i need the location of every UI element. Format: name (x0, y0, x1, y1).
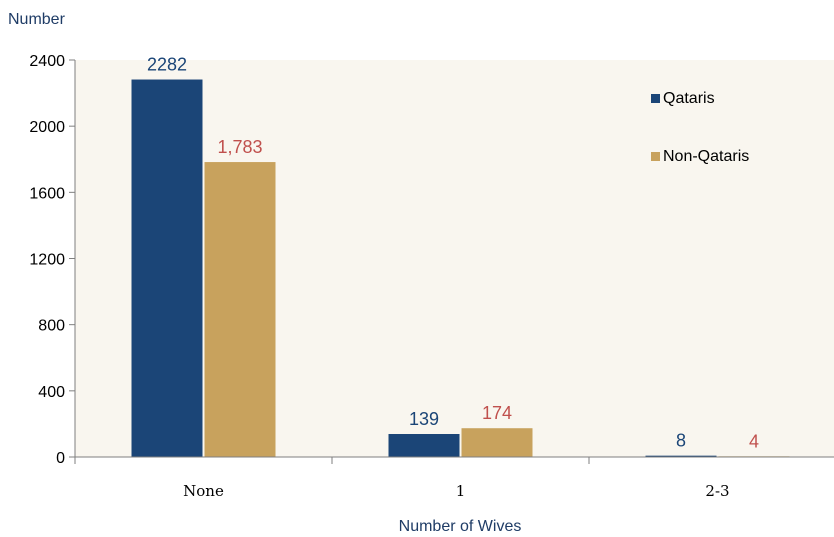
y-tick-label: 0 (56, 450, 65, 467)
y-tick-label: 800 (38, 318, 65, 335)
legend-label: Qataris (663, 90, 715, 107)
x-tick-label: None (183, 482, 224, 500)
bar-non-qataris-1 (461, 428, 533, 457)
data-label: 2282 (147, 55, 187, 75)
x-axis: None 1 2-3 (74, 456, 834, 500)
bar-qataris-none (131, 79, 203, 457)
y-axis-title: Number (8, 11, 66, 28)
data-label: 4 (749, 431, 759, 451)
data-label: 139 (409, 409, 439, 429)
data-labels-group: 2282 1,783 139 174 8 4 (147, 55, 759, 452)
data-label: 1,783 (217, 137, 262, 157)
bar-non-qataris-none (204, 162, 276, 458)
bars-group (131, 79, 790, 458)
x-tick-label: 2-3 (705, 482, 729, 500)
legend-label: Non-Qataris (663, 148, 749, 165)
y-tick-label: 400 (38, 384, 65, 401)
legend-swatch (651, 94, 660, 103)
y-tick-label: 2400 (29, 53, 65, 70)
legend: Qataris Non-Qataris (651, 90, 749, 165)
y-tick-label: 1600 (29, 185, 65, 202)
legend-swatch (651, 152, 660, 161)
y-axis: 0 400 800 1200 1600 2000 2400 (29, 53, 76, 467)
y-tick-label: 2000 (29, 119, 65, 136)
data-label: 8 (676, 431, 686, 451)
x-tick-label: 1 (456, 482, 466, 500)
y-tick-label: 1200 (29, 252, 65, 269)
bar-qataris-2-3 (645, 455, 717, 457)
data-label: 174 (482, 403, 512, 423)
bar-qataris-1 (388, 434, 460, 457)
x-axis-title: Number of Wives (399, 518, 522, 535)
